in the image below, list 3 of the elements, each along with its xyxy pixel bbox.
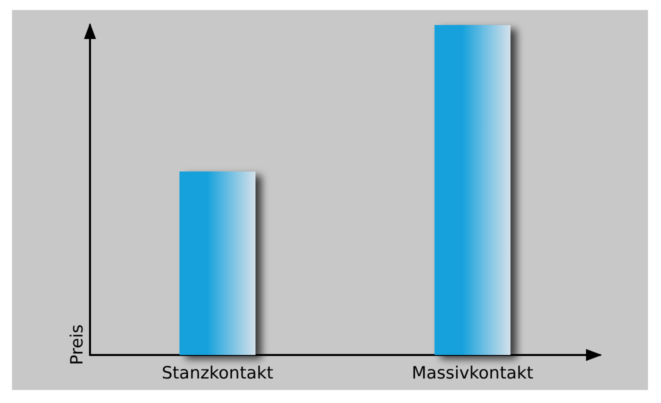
x-tick-label: Stanzkontakt <box>162 364 274 384</box>
y-axis-title: Preis <box>68 324 88 365</box>
x-tick-label: Massivkontakt <box>412 364 534 384</box>
